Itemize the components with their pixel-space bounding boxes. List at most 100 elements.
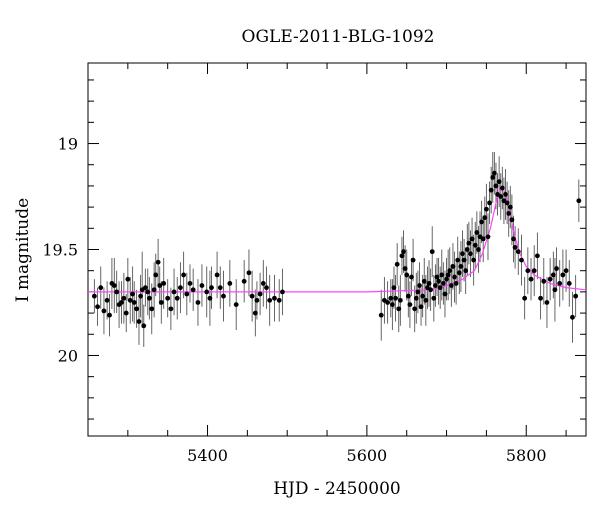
data-point [412,306,418,312]
data-point [570,314,575,320]
data-point [531,268,537,274]
data-point [566,281,572,286]
data-point [512,244,518,250]
data-point [178,285,183,291]
data-point [104,297,110,303]
data-point [241,278,247,284]
data-point [409,274,414,280]
data-point [498,194,504,199]
data-point [107,312,112,318]
data-point [436,278,441,284]
y-axis-label: I magnitude [13,198,33,302]
data-point [405,293,411,299]
data-point [138,293,143,299]
data-point [418,304,424,310]
data-point [123,310,129,316]
data-point [507,204,513,210]
data-point [499,185,505,191]
data-point [207,295,213,301]
data-point [214,272,220,278]
data-point [421,278,427,284]
data-point [482,215,488,221]
data-point [525,268,531,274]
data-point [168,306,174,312]
data-point [391,285,397,291]
data-point [98,285,104,291]
data-point [426,281,432,286]
data-point [161,281,167,286]
data-point [131,300,137,305]
data-point [249,293,255,299]
data-point [410,257,416,263]
data-point [439,272,445,278]
plot-frame [87,62,587,437]
x-axis-label: HJD - 2450000 [273,479,401,499]
data-point [227,281,233,286]
data-point [456,270,462,276]
data-point [544,300,550,305]
data-point [433,283,438,288]
data-point [111,283,117,288]
data-point [511,236,516,242]
data-point [420,293,426,299]
data-point [576,198,582,204]
data-point [550,272,556,278]
data-point [125,276,131,282]
data-point [458,264,464,269]
data-point [479,219,485,225]
data-point [151,287,157,293]
data-point [121,295,127,301]
data-point [276,297,282,303]
data-point [190,287,196,293]
data-point [503,191,508,197]
data-point [393,295,398,301]
data-point [130,291,136,297]
data-point [488,187,494,193]
data-point [264,285,269,291]
data-point [541,278,547,284]
data-point [434,274,440,280]
data-point [204,289,210,295]
model-curve [88,187,587,293]
data-point [468,251,473,257]
data-point [437,285,443,291]
data-point [509,217,515,223]
data-point [402,266,408,271]
data-point [119,300,124,305]
data-point [466,240,472,246]
data-point [134,306,140,312]
data-point [385,300,390,305]
tick-labels: 5400 5600 5800 19 19.5 20 [42,135,546,465]
data-point [493,183,499,189]
data-point [448,283,454,288]
data-point [252,310,258,316]
data-point [557,281,563,286]
data-point [429,249,435,255]
data-point [538,295,543,301]
data-point [221,293,226,299]
data-point [404,272,410,278]
data-point [528,276,534,282]
data-point [560,272,566,278]
data-point [563,268,569,274]
data-point [476,247,481,252]
data-point [184,291,190,297]
data-point [145,289,151,295]
data-point [485,234,491,240]
data-point [464,247,470,252]
data-point [91,293,97,299]
data-point [487,200,492,206]
data-point [496,179,502,185]
data-point [280,289,285,295]
data-point [141,323,147,329]
data-point [428,287,434,293]
data-point [181,272,187,278]
data-point [484,206,489,212]
data-point [389,302,395,308]
data-point [171,289,177,295]
data-point [461,257,467,263]
data-point [519,257,524,263]
data-point [573,293,579,299]
data-point [394,261,400,267]
